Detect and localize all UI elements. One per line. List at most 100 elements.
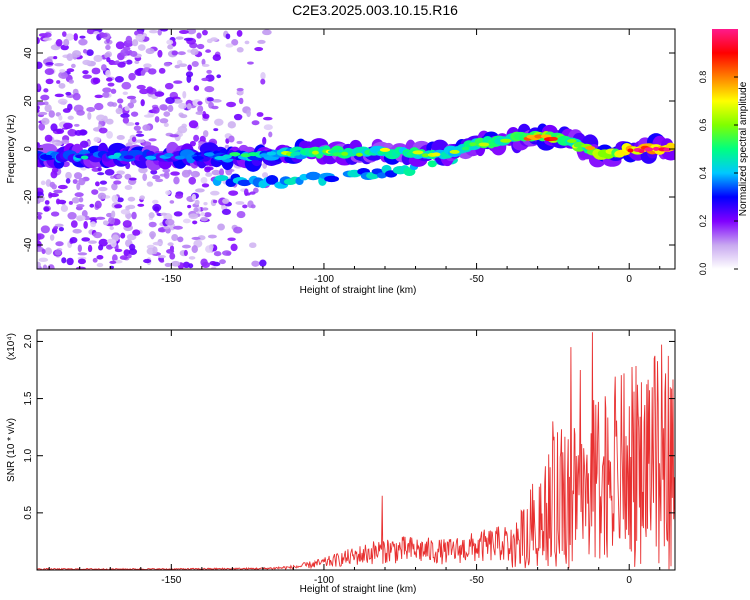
noise-speckle [200, 212, 206, 216]
noise-speckle [116, 135, 125, 140]
spectrogram-ylabel: Frequency (Hz) [6, 115, 17, 184]
ridge-blob [355, 152, 363, 157]
noise-speckle [37, 101, 45, 106]
noise-speckle [111, 210, 116, 218]
noise-speckle [134, 60, 140, 64]
noise-speckle [53, 55, 58, 60]
noise-speckle [114, 75, 124, 83]
colorbar: 0.0 0.2 0.4 0.6 0.8 Normalized spectral ampl… [698, 29, 749, 275]
noise-speckle [65, 178, 71, 184]
noise-speckle [55, 142, 63, 146]
noise-speckle [101, 64, 107, 71]
ridge-blob [461, 146, 470, 151]
ridge-blob [412, 150, 424, 155]
noise-speckle [152, 246, 158, 255]
noise-speckle [135, 33, 145, 42]
noise-speckle [55, 198, 61, 205]
noise-speckle [178, 29, 189, 34]
noise-speckle [194, 199, 200, 206]
noise-speckle [60, 204, 69, 213]
noise-speckle [150, 169, 158, 175]
noise-speckle [163, 171, 170, 179]
noise-speckle [50, 211, 60, 217]
ridge-blob [293, 151, 301, 156]
spectrogram-xlabel: Height of straight line (km) [300, 285, 417, 296]
y-tick-label: 0 [23, 146, 34, 152]
colorbar-tick-label: 0.2 [698, 215, 708, 228]
spectrogram-panel: -150 -100 -50 0 -40 -20 0 20 40 Height of straig… [6, 28, 676, 296]
noise-speckle [217, 223, 225, 231]
noise-speckle [82, 70, 89, 75]
noise-speckle [140, 99, 145, 107]
ridge-blob [469, 142, 477, 147]
noise-speckle [54, 249, 62, 256]
noise-speckle [177, 125, 188, 134]
noise-speckle [69, 236, 78, 244]
ridge-blob [478, 142, 490, 147]
noise-speckle [65, 91, 72, 96]
noise-speckle [212, 99, 222, 103]
noise-speckle [117, 61, 126, 68]
noise-speckle [82, 59, 92, 66]
noise-speckle [200, 216, 209, 222]
y-tick-label: 2.0 [23, 334, 34, 348]
noise-speckle [66, 53, 74, 61]
noise-speckle [76, 109, 85, 116]
noise-speckle [122, 116, 130, 124]
snr-series-line [37, 332, 675, 570]
noise-speckle [92, 257, 98, 263]
noise-speckle [230, 243, 238, 252]
noise-speckle [213, 251, 222, 257]
noise-speckle [119, 255, 128, 260]
noise-speckle [188, 176, 197, 185]
noise-speckle [202, 130, 209, 138]
noise-speckle [81, 237, 91, 242]
noise-speckle [58, 82, 66, 89]
noise-speckle [242, 204, 248, 209]
noise-speckle [148, 29, 158, 34]
noise-speckle [216, 74, 222, 79]
ridge-blob [266, 151, 277, 156]
noise-speckle [124, 185, 133, 190]
noise-speckle [71, 50, 82, 58]
noise-speckle [76, 204, 85, 208]
noise-speckle [192, 220, 198, 225]
noise-speckle [172, 98, 183, 104]
noise-speckle [86, 29, 95, 35]
noise-speckle [104, 52, 111, 59]
noise-speckle [130, 98, 137, 104]
noise-speckle [193, 134, 200, 142]
ridge-blob [432, 152, 441, 157]
noise-speckle [203, 201, 208, 206]
y-tick-label: 1.5 [23, 391, 34, 405]
noise-speckle [110, 239, 117, 248]
noise-speckle [98, 127, 108, 134]
noise-speckle [102, 33, 108, 38]
noise-speckle [225, 43, 234, 48]
noise-speckle [251, 260, 260, 267]
noise-speckle [45, 78, 54, 85]
noise-speckle [189, 140, 196, 147]
noise-speckle [174, 193, 184, 199]
noise-speckle [246, 109, 251, 118]
noise-speckle [214, 118, 224, 126]
noise-speckle [164, 82, 174, 90]
noise-speckle [188, 120, 199, 129]
noise-speckle [89, 203, 95, 208]
noise-speckle [105, 69, 111, 78]
noise-speckle [132, 229, 141, 236]
noise-speckle [170, 171, 180, 176]
noise-speckle [127, 196, 136, 202]
noise-speckle [135, 139, 145, 143]
y-tick-label: 20 [23, 95, 34, 107]
noise-speckle [66, 257, 74, 266]
colorbar-tick-label: 0.6 [698, 119, 708, 132]
noise-speckle [160, 212, 168, 216]
ridge-blob [585, 145, 596, 150]
noise-speckle [120, 48, 129, 57]
ridge-blob [223, 154, 232, 159]
secondary-ridge-blob [305, 171, 321, 181]
noise-speckle [224, 144, 230, 149]
noise-speckle [204, 166, 214, 171]
noise-speckle [159, 259, 165, 263]
